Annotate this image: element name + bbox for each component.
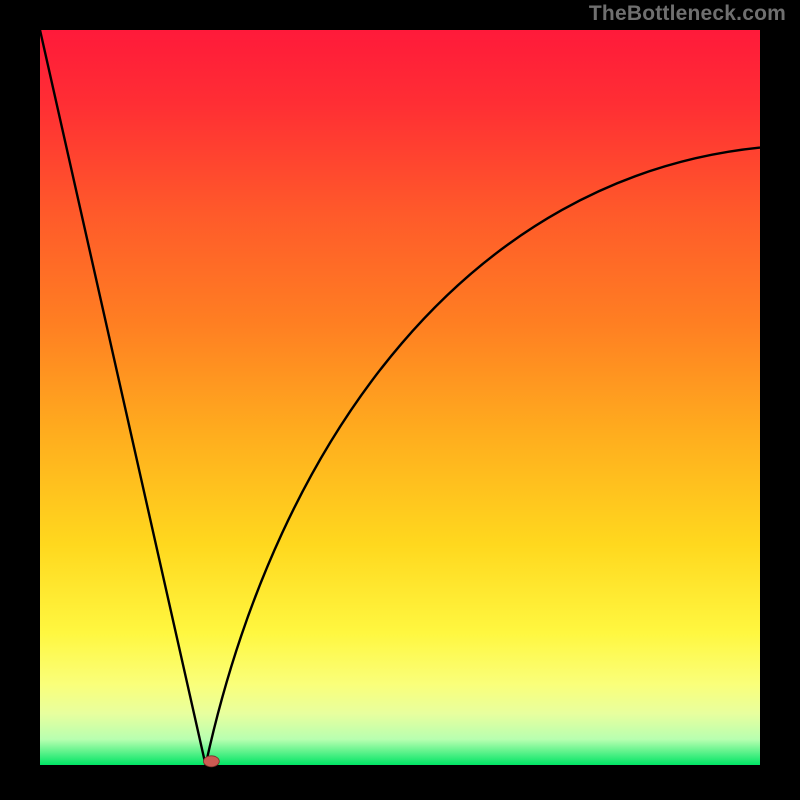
watermark-text: TheBottleneck.com [589,2,786,26]
plot-gradient-background [40,30,760,765]
chart-container: TheBottleneck.com [0,0,800,800]
bottleneck-chart [0,0,800,800]
optimal-point-marker [203,756,219,767]
